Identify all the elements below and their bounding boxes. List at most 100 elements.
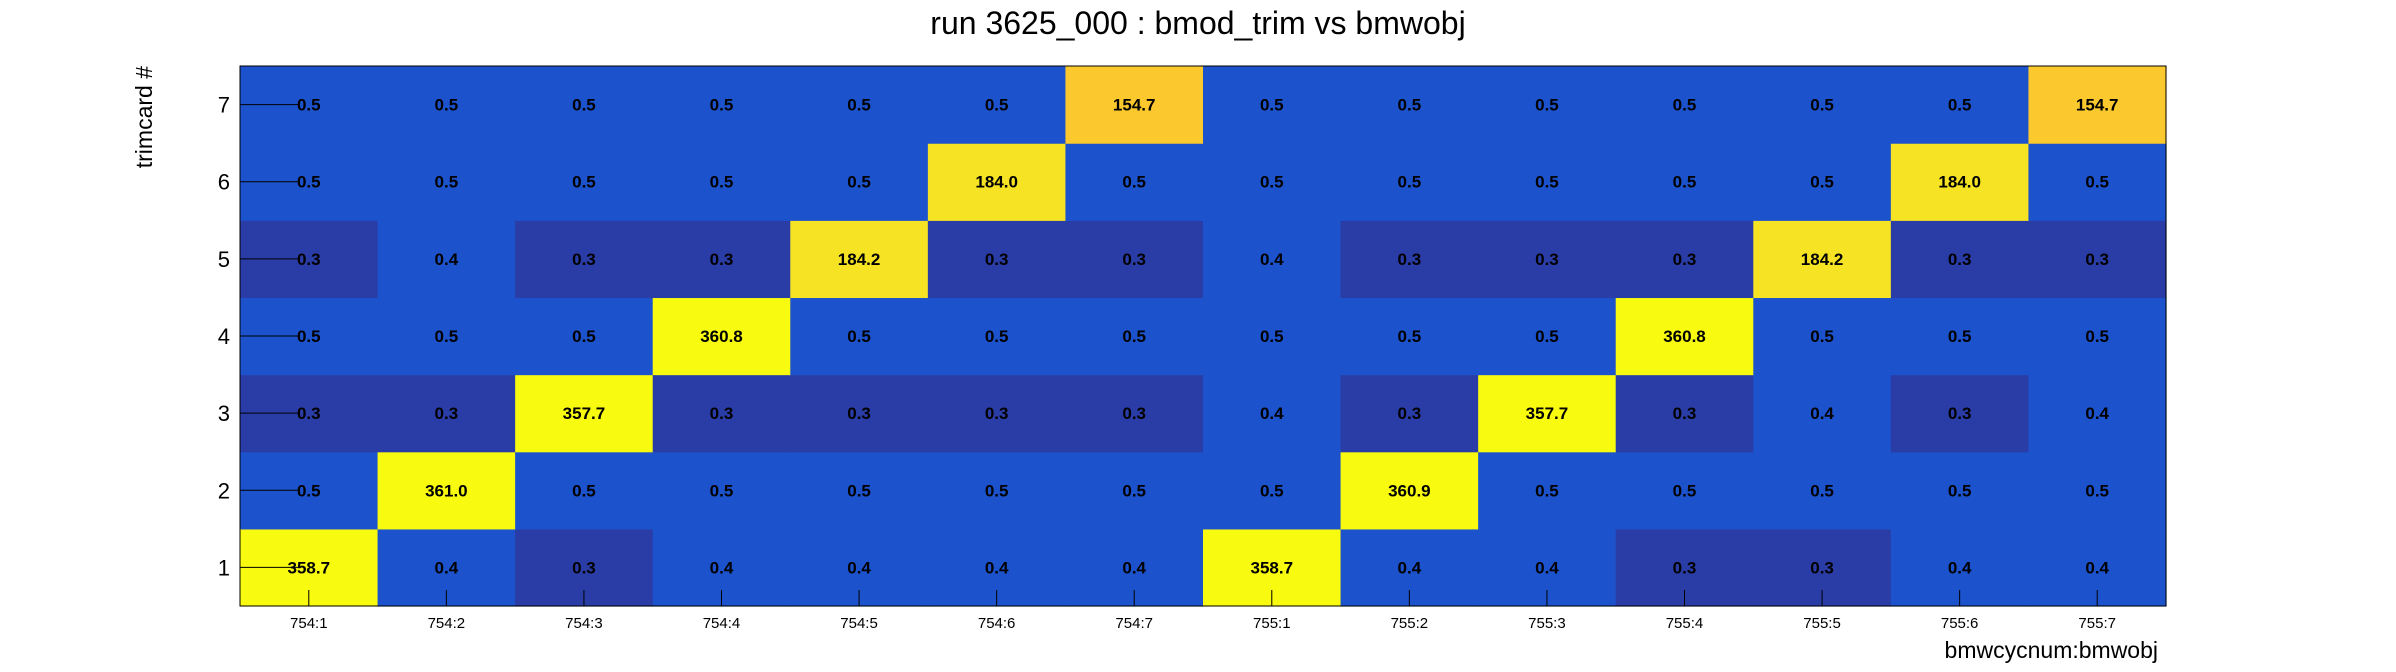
y-tick-label: 3: [218, 401, 230, 426]
heatmap-cell: [1478, 143, 1617, 221]
cell-value-label: 0.5: [710, 96, 734, 115]
heatmap-cell: [377, 66, 516, 144]
cell-value-label: 0.5: [1948, 96, 1972, 115]
heatmap-cell: [1203, 143, 1342, 221]
heatmap-cell: [377, 374, 516, 453]
cell-value-label: 0.5: [1535, 173, 1559, 192]
heatmap-cell: [1478, 66, 1617, 144]
cell-value-label: 154.7: [2076, 96, 2119, 115]
heatmap-cell: [2028, 297, 2167, 376]
heatmap-cell: [652, 66, 791, 144]
cell-value-label: 0.4: [1398, 558, 1422, 577]
heatmap-cell: [652, 297, 791, 376]
heatmap-cell: [377, 220, 516, 299]
heatmap-cell: [515, 66, 654, 144]
cell-value-label: 0.5: [710, 481, 734, 500]
heatmap-cell: [1340, 66, 1479, 144]
heatmap-cell: [1890, 297, 2030, 376]
cell-value-label: 357.7: [1526, 404, 1569, 423]
heatmap-cell: [515, 451, 654, 530]
heatmap-cell: [515, 297, 654, 376]
heatmap-cell: [1065, 297, 1204, 376]
cell-value-label: 0.3: [2085, 250, 2109, 269]
heatmap-cell: [927, 297, 1067, 376]
heatmap-cell: [1615, 374, 1754, 453]
heatmap-cell: [1753, 66, 1892, 144]
cell-value-label: 0.5: [847, 96, 871, 115]
cell-value-label: 357.7: [563, 404, 606, 423]
heatmap-cell: [1340, 374, 1479, 453]
cell-value-label: 0.5: [1810, 327, 1834, 346]
heatmap-cell: [1890, 220, 2030, 299]
cell-value-label: 0.5: [1260, 173, 1284, 192]
x-tick-label: 754:4: [703, 615, 741, 632]
cell-value-label: 0.3: [1122, 250, 1146, 269]
cell-value-label: 0.5: [572, 96, 596, 115]
cell-value-label: 0.5: [1535, 481, 1559, 500]
heatmap-cell: [1615, 143, 1754, 221]
cell-value-label: 0.3: [985, 404, 1009, 423]
cell-value-label: 358.7: [1251, 558, 1294, 577]
cell-value-label: 0.3: [1398, 250, 1422, 269]
cell-value-label: 0.4: [847, 558, 871, 577]
heatmap-cell: [1203, 220, 1342, 299]
heatmap-cell: [515, 220, 654, 299]
heatmap-cell: [1065, 143, 1204, 221]
heatmap-cell: [1065, 66, 1204, 144]
cell-value-label: 0.5: [1535, 96, 1559, 115]
heatmap-cell: [2028, 66, 2167, 144]
heatmap-cell: [1753, 220, 1892, 299]
y-tick-label: 7: [218, 93, 230, 118]
cell-value-label: 0.5: [435, 96, 459, 115]
y-axis-label: trimcard #: [131, 66, 157, 168]
cell-value-label: 0.4: [435, 250, 459, 269]
heatmap-cell: [515, 143, 654, 221]
cell-value-label: 0.5: [1398, 173, 1422, 192]
cell-value-label: 0.5: [1398, 327, 1422, 346]
cell-value-label: 184.0: [975, 173, 1018, 192]
cell-value-label: 0.4: [985, 558, 1009, 577]
heatmap-cell: [927, 220, 1067, 299]
heatmap-cell: [1065, 220, 1204, 299]
cell-value-label: 0.5: [1673, 173, 1697, 192]
heatmap-cell: [1065, 451, 1204, 530]
heatmap-cell: [927, 143, 1067, 221]
cell-value-label: 184.2: [1801, 250, 1844, 269]
heatmap-cell: [1615, 66, 1754, 144]
x-tick-label: 754:5: [840, 615, 878, 632]
cell-value-label: 0.3: [1948, 250, 1972, 269]
x-tick-label: 754:2: [428, 615, 466, 632]
cell-value-label: 0.3: [1673, 250, 1697, 269]
cell-value-label: 0.4: [710, 558, 734, 577]
cell-value-label: 361.0: [425, 481, 468, 500]
cell-value-label: 0.3: [1673, 558, 1697, 577]
heatmap-cell: [927, 374, 1067, 453]
y-tick-label: 2: [218, 478, 230, 503]
cell-value-label: 0.5: [572, 327, 596, 346]
cell-value-label: 0.3: [710, 404, 734, 423]
heatmap-cell: [515, 374, 654, 453]
cell-value-label: 0.3: [1122, 404, 1146, 423]
cell-value-label: 0.5: [1122, 327, 1146, 346]
cell-value-label: 0.5: [1398, 96, 1422, 115]
heatmap-cell: [377, 297, 516, 376]
cell-value-label: 0.5: [1260, 481, 1284, 500]
cell-value-label: 0.4: [2085, 404, 2109, 423]
cell-value-label: 0.5: [847, 173, 871, 192]
cell-value-label: 0.3: [572, 558, 596, 577]
heatmap-cell: [1478, 297, 1617, 376]
cell-value-label: 0.5: [985, 327, 1009, 346]
cell-value-label: 0.5: [985, 96, 1009, 115]
cell-value-label: 0.5: [847, 481, 871, 500]
cell-value-label: 154.7: [1113, 96, 1156, 115]
cell-value-label: 0.5: [572, 173, 596, 192]
heatmap-cell: [790, 451, 929, 530]
cell-value-label: 0.5: [1948, 327, 1972, 346]
heatmap-cell: [1753, 143, 1892, 221]
cell-value-label: 0.3: [435, 404, 459, 423]
x-tick-label: 754:7: [1115, 615, 1153, 632]
heatmap-cell: [1340, 451, 1479, 530]
heatmap-cell: [1340, 220, 1479, 299]
cell-value-label: 0.5: [1122, 481, 1146, 500]
y-axis: 1 2 3 4 5 6 7: [218, 93, 298, 580]
